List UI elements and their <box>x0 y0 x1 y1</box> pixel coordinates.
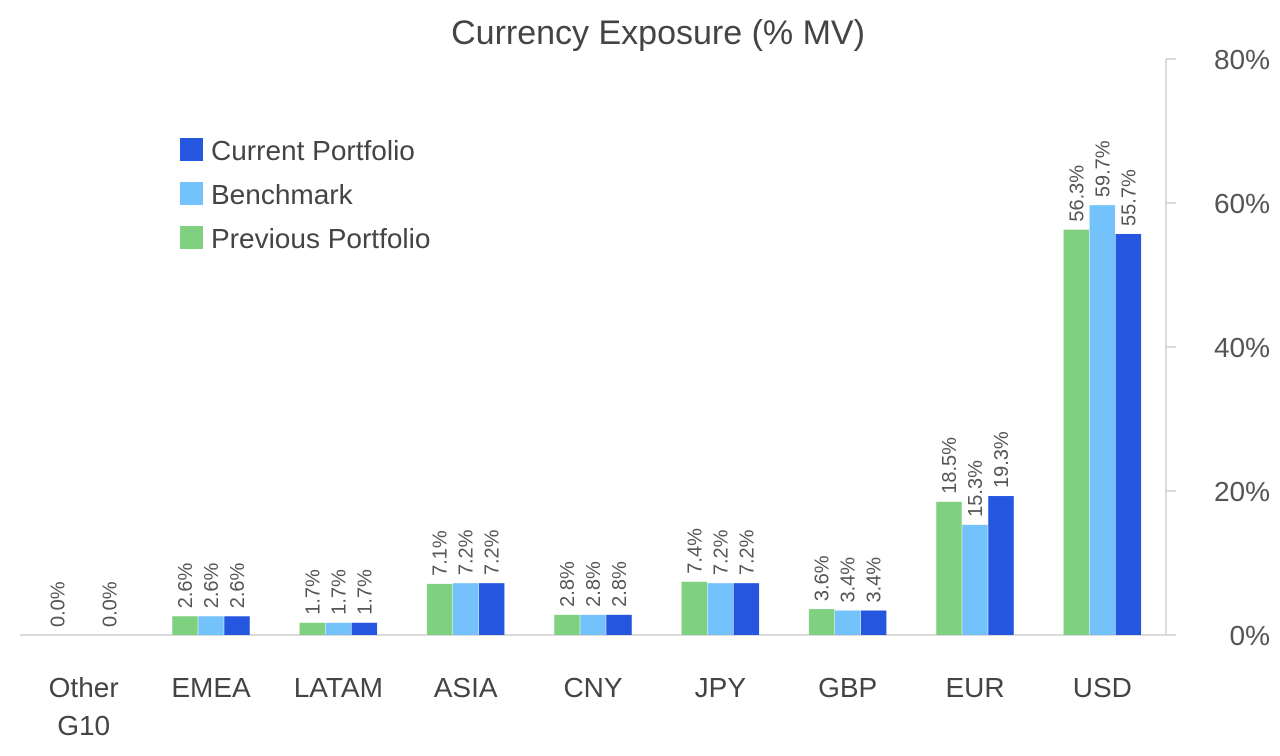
category-label: ASIA <box>434 672 498 703</box>
legend: Current Portfolio Benchmark Previous Portf… <box>180 135 430 254</box>
y-tick-label: 60% <box>1214 188 1270 219</box>
category-label: CNY <box>563 672 622 703</box>
data-label: 3.4% <box>838 557 860 603</box>
data-label: 15.3% <box>965 460 987 517</box>
data-label: 56.3% <box>1066 165 1088 222</box>
legend-swatch <box>180 182 203 205</box>
category-label: EMEA <box>171 672 251 703</box>
bar <box>808 609 835 635</box>
data-label: 0.0% <box>48 581 70 627</box>
data-label: 19.3% <box>991 431 1013 488</box>
bar <box>1089 205 1116 635</box>
data-label: 7.2% <box>482 529 504 575</box>
data-label: 7.4% <box>684 528 706 574</box>
bar <box>936 501 962 635</box>
data-label: 7.2% <box>736 529 758 575</box>
bar <box>172 616 198 635</box>
y-tick-label: 80% <box>1214 44 1270 75</box>
data-label: 55.7% <box>1118 169 1140 226</box>
data-label: 7.2% <box>710 529 732 575</box>
bars <box>172 205 1142 635</box>
data-label: 1.7% <box>354 569 376 615</box>
bar <box>554 614 580 635</box>
chart-title: Currency Exposure (% MV) <box>451 14 865 52</box>
category-label: GBP <box>818 672 877 703</box>
bar <box>325 622 352 635</box>
data-label: 59.7% <box>1092 140 1114 197</box>
y-tick-label: 20% <box>1214 476 1270 507</box>
category-label: JPY <box>695 672 747 703</box>
bar <box>733 583 760 635</box>
bar <box>988 496 1014 635</box>
data-label: 7.2% <box>456 529 478 575</box>
data-label: 2.6% <box>227 562 249 608</box>
bar <box>478 583 505 635</box>
legend-swatch <box>180 226 203 249</box>
data-label: 7.1% <box>430 530 452 576</box>
y-tick-label: 0% <box>1230 620 1270 651</box>
bar <box>1115 233 1142 635</box>
data-label: 3.6% <box>812 555 834 601</box>
legend-label: Previous Portfolio <box>211 223 430 254</box>
bar <box>1063 229 1090 635</box>
category-labels: Other G10 EMEA LATAM ASIA CNY JPY GBP EUR USD <box>49 672 1132 741</box>
bar <box>452 583 479 635</box>
bar <box>351 622 378 635</box>
bar <box>681 581 708 635</box>
data-label: 3.4% <box>864 557 886 603</box>
bar <box>834 610 861 635</box>
y-axis: 0% 20% 40% 60% 80% <box>20 44 1270 651</box>
data-label: 18.5% <box>939 437 961 494</box>
bar <box>580 614 606 635</box>
legend-label: Current Portfolio <box>211 135 415 166</box>
data-labels: 0.0% 0.0% 2.6% 2.6% 2.6% 1.7% 1.7% 1.7%7.1% 7.2%… <box>48 140 1141 627</box>
data-label: 1.7% <box>328 569 350 615</box>
data-label: 2.6% <box>201 562 223 608</box>
data-label: 2.8% <box>609 561 631 607</box>
legend-label: Benchmark <box>211 179 354 210</box>
bar <box>426 583 453 635</box>
bar <box>962 524 988 635</box>
data-label: 1.7% <box>302 569 324 615</box>
legend-swatch <box>180 138 203 161</box>
category-label: LATAM <box>294 672 383 703</box>
bar <box>299 622 326 635</box>
data-label: 2.8% <box>557 561 579 607</box>
bar <box>860 610 887 635</box>
category-label: USD <box>1073 672 1132 703</box>
data-label: 2.8% <box>583 561 605 607</box>
bar <box>606 614 632 635</box>
category-label: Other G10 <box>49 672 119 741</box>
data-label: 2.6% <box>175 562 197 608</box>
category-label: EUR <box>945 672 1004 703</box>
bar <box>707 583 734 635</box>
bar <box>224 616 250 635</box>
y-tick-label: 40% <box>1214 332 1270 363</box>
data-label: 0.0% <box>100 581 122 627</box>
bar <box>198 616 224 635</box>
